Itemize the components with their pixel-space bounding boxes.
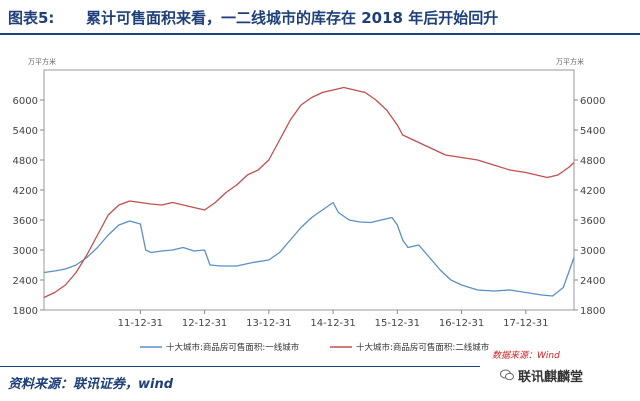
y-right-tick-label: 3600 [580, 216, 605, 227]
y-left-tick-label: 1800 [13, 306, 38, 317]
x-tick-label: 11-12-31 [118, 318, 163, 329]
series-line-2 [43, 86, 575, 299]
source-note: 资料来源：联讯证券，wind [8, 377, 174, 392]
x-tick-label: 13-12-31 [246, 318, 291, 329]
y-right-tick-label: 2400 [580, 276, 605, 287]
watermark-account: 联讯麒麟堂 [518, 370, 584, 385]
figure-label: 图表5: [8, 9, 55, 27]
wechat-icon [500, 369, 514, 381]
y-left-tick-label: 3000 [13, 246, 38, 257]
y-right-tick-label: 5400 [580, 126, 605, 137]
y-left-tick-label: 6000 [13, 96, 38, 107]
figure-header: 图表5: 累计可售面积来看，一二线城市的库存在 2018 年后开始回升 [0, 0, 640, 32]
y-left-tick-label: 4200 [13, 186, 38, 197]
y-left-unit: 万平方米 [28, 57, 56, 66]
x-tick-label: 16-12-31 [439, 318, 484, 329]
watermark-data-source: 数据来源：Wind [492, 351, 560, 361]
plot-frame [43, 69, 575, 311]
footer-rule [0, 366, 480, 367]
y-right-tick-label: 6000 [580, 96, 605, 107]
x-tick-label: 17-12-31 [503, 318, 548, 329]
figure-title: 累计可售面积来看，一二线城市的库存在 2018 年后开始回升 [86, 9, 499, 27]
chart: 1800 2400 3000 3600 4200 4800 5400 6000 1800 2400… [13, 57, 606, 353]
header-rule [0, 33, 640, 35]
x-tick-label: 12-12-31 [182, 318, 227, 329]
x-tick-label: 14-12-31 [310, 318, 355, 329]
y-left-tick-label: 3600 [13, 216, 38, 227]
x-tick-label: 15-12-31 [375, 318, 420, 329]
y-left-tick-label: 5400 [13, 126, 38, 137]
y-right-tick-label: 4800 [580, 156, 605, 167]
y-left-tick-label: 4800 [13, 156, 38, 167]
legend-label-1: 十大城市:商品房可售面积:一线城市 [166, 342, 300, 353]
y-right-tick-label: 3000 [580, 246, 605, 257]
series-line-1 [43, 201, 575, 297]
y-right-unit: 万平方米 [556, 57, 584, 66]
y-left-tick-label: 2400 [13, 276, 38, 287]
legend-label-2: 十大城市:商品房可售面积:二线城市 [356, 342, 490, 353]
y-right-tick-label: 1800 [580, 306, 605, 317]
y-right-tick-label: 4200 [580, 186, 605, 197]
